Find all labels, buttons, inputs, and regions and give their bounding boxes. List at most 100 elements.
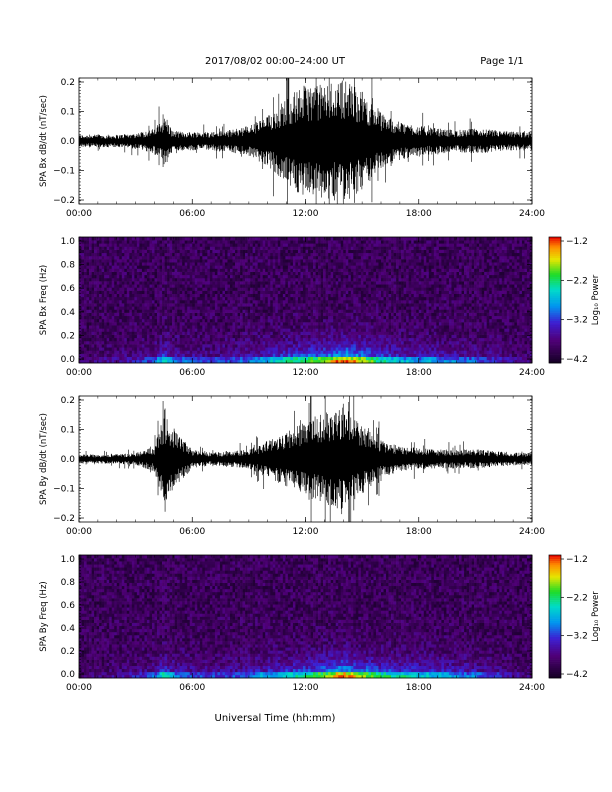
spectrogram-cell: [207, 237, 211, 241]
spectrogram-cell: [242, 325, 246, 329]
spectrogram-cell: [240, 293, 243, 298]
spectrogram-cell: [260, 240, 264, 244]
spectrogram-cell: [134, 306, 138, 310]
spectrogram-cell: [224, 252, 228, 257]
spectrogram-cell: [267, 359, 271, 364]
spectrogram-cell: [358, 259, 362, 263]
spectrogram-cell: [348, 306, 352, 310]
spectrogram-cell: [144, 243, 148, 247]
spectrogram-cell: [333, 353, 336, 357]
spectrogram-cell: [224, 290, 228, 294]
spectrogram-cell: [348, 318, 352, 323]
spectrogram-cell: [302, 262, 306, 266]
spectrogram-cell: [207, 271, 211, 276]
spectrogram-cell: [232, 328, 236, 332]
spectrogram-cell: [222, 340, 226, 345]
spectrogram-cell: [242, 243, 246, 247]
spectrogram-cell: [124, 353, 128, 357]
spectrogram-cell: [333, 309, 336, 313]
spectrogram-cell: [141, 328, 145, 332]
spectrogram-cell: [79, 300, 82, 304]
spectrogram-cell: [240, 300, 243, 304]
spectrogram-cell: [139, 300, 143, 304]
spectrogram-cell: [265, 262, 269, 266]
spectrogram-cell: [292, 240, 296, 244]
spectrogram-cell: [116, 312, 120, 317]
spectrogram-cell: [184, 356, 188, 361]
spectrogram-cell: [325, 249, 329, 254]
spectrogram-cell: [368, 237, 372, 241]
spectrogram-cell: [119, 271, 123, 276]
spectrogram-cell: [360, 315, 364, 320]
spectrogram-cell: [333, 325, 336, 329]
spectrogram-cell: [96, 277, 100, 282]
spectrogram-cell: [320, 290, 324, 294]
spectrogram-cell: [267, 318, 271, 323]
spectrogram-cell: [368, 353, 372, 357]
spectrogram-cell: [235, 237, 238, 241]
spectrogram-cell: [116, 271, 120, 276]
spectrogram-cell: [187, 268, 191, 272]
spectrogram-cell: [119, 293, 123, 298]
spectrogram-cell: [129, 350, 133, 354]
spectrogram-cell: [257, 318, 261, 323]
spectrogram-cell: [106, 287, 110, 291]
spectrogram-cell: [154, 265, 158, 269]
spectrogram-cell: [101, 237, 105, 241]
spectrogram-cell: [217, 300, 221, 304]
spectrogram-cell: [378, 274, 382, 279]
spectrogram-cell: [297, 277, 301, 282]
spectrogram-cell: [84, 334, 87, 339]
spectrogram-cell: [235, 243, 238, 247]
spectrogram-cell: [162, 353, 165, 357]
spectrogram-cell: [373, 255, 377, 260]
spectrogram-cell: [290, 325, 294, 329]
spectrogram-cell: [275, 259, 279, 263]
spectrogram-cell: [214, 259, 218, 263]
spectrogram-cell: [373, 337, 377, 342]
spectrogram-cell: [81, 334, 85, 339]
spectrogram-cell: [280, 353, 284, 357]
spectrogram-cell: [305, 300, 309, 304]
spectrogram-cell: [363, 296, 367, 301]
spectrogram-cell: [315, 312, 319, 317]
spectrogram-cell: [104, 274, 107, 279]
spectrogram-cell: [345, 284, 349, 288]
spectrogram-cell: [358, 356, 362, 361]
spectrogram-cell: [290, 262, 294, 266]
spectrogram-cell: [240, 246, 243, 250]
spectrogram-cell: [219, 331, 223, 335]
spectrogram-cell: [323, 262, 326, 266]
spectrogram-cell: [159, 296, 163, 301]
spectrogram-cell: [217, 293, 221, 298]
spectrogram-cell: [267, 252, 271, 257]
spectrogram-cell: [141, 340, 145, 345]
spectrogram-cell: [101, 281, 105, 285]
spectrogram-cell: [81, 337, 85, 342]
spectrogram-cell: [353, 315, 357, 320]
spectrogram-cell: [345, 306, 349, 310]
spectrogram-cell: [328, 268, 331, 272]
spectrogram-cell: [350, 347, 354, 351]
spectrogram-cell: [141, 344, 145, 348]
spectrogram-cell: [199, 252, 203, 257]
spectrogram-cell: [363, 277, 367, 282]
spectrogram-cell: [265, 344, 269, 348]
spectrogram-cell: [360, 340, 364, 345]
spectrogram-cell: [164, 359, 168, 364]
spectrogram-cell: [295, 331, 299, 335]
spectrogram-cell: [378, 318, 382, 323]
spectrogram-cell: [328, 337, 331, 342]
spectrogram-cell: [350, 353, 354, 357]
spectrogram-cell: [230, 300, 233, 304]
spectrogram-cell: [292, 334, 296, 339]
spectrogram-cell: [149, 344, 153, 348]
spectrogram-cell: [363, 318, 367, 323]
spectrogram-cell: [275, 246, 279, 250]
spectrogram-cell: [167, 325, 170, 329]
spectrogram-cell: [235, 325, 238, 329]
spectrogram-cell: [343, 259, 347, 263]
spectrogram-cell: [159, 315, 163, 320]
spectrogram-cell: [81, 312, 85, 317]
spectrogram-cell: [129, 312, 133, 317]
